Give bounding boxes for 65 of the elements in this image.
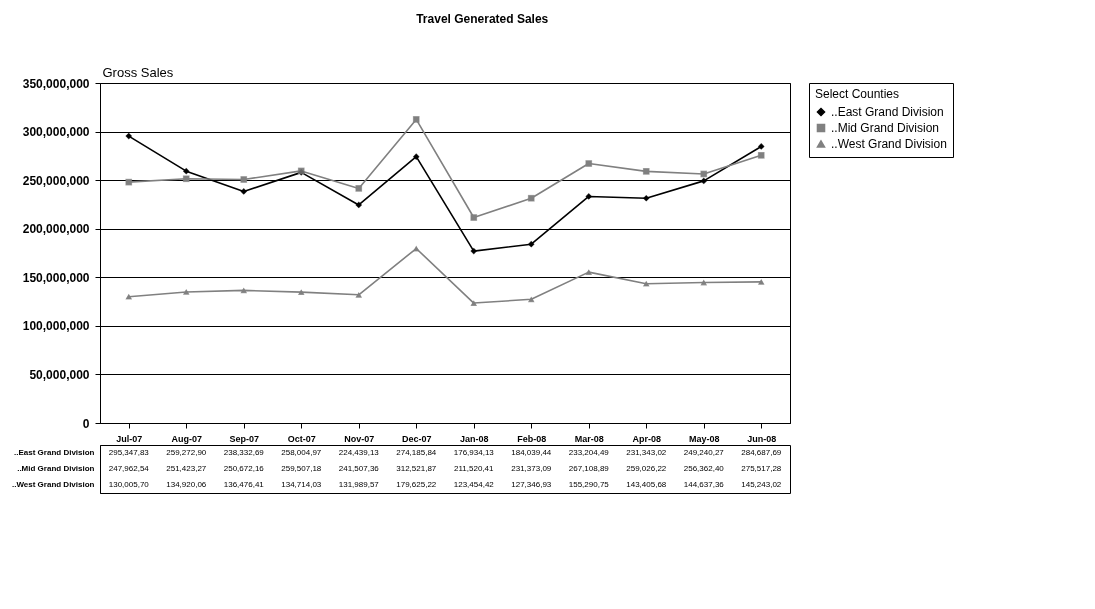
data-label: 233,204,49 [568,448,610,457]
data-label: 127,346,93 [511,480,552,489]
y-tick-label: 350,000,000 [22,76,90,91]
data-label: 241,507,36 [338,464,380,473]
data-label: 259,026,22 [626,464,667,473]
data-label: 274,185,84 [396,448,437,457]
data-label: 275,517,28 [741,464,782,473]
x-tick-label: Feb-08 [517,433,547,444]
text: ..West Grand Division [11,480,95,489]
data-label: 134,714,03 [281,480,322,489]
data-label: 259,272,90 [166,448,207,457]
x-tick-label: Dec-07 [401,433,432,444]
data-label: 184,039,44 [511,448,552,457]
x-tick-label: Sep-07 [229,433,260,444]
x-tick-label: Jun-08 [747,433,777,444]
x-tick-label: Mar-08 [574,433,604,444]
x-tick-label: Nov-07 [344,433,375,444]
data-label: 250,672,16 [223,464,265,473]
x-tick-label: Jan-08 [459,433,489,444]
data-label: 256,362,40 [683,464,725,473]
data-label: 231,343,02 [626,448,667,457]
legend-title: Select Counties [815,87,900,101]
data-label: 251,423,27 [166,464,207,473]
data-label: 134,920,06 [166,480,207,489]
y-axis-title: Gross Sales [102,64,174,80]
x-tick-label: Apr-08 [632,433,662,444]
data-label: 144,637,36 [683,480,725,489]
legend-label: ..Mid Grand Division [831,121,940,135]
data-label: 145,243,02 [741,480,782,489]
data-label: 284,687,69 [741,448,782,457]
chart-title: Travel Generated Sales [416,11,549,26]
x-tick-label: Aug-07 [171,433,203,444]
data-label: 136,476,41 [223,480,265,489]
text: ..East Grand Division [14,448,95,457]
data-label: 123,454,42 [453,480,495,489]
y-tick-label: 250,000,000 [22,173,90,188]
data-label: 249,240,27 [683,448,725,457]
y-tick-label: 50,000,000 [29,367,90,382]
legend-label: ..East Grand Division [831,105,944,119]
data-label: 130,005,70 [108,480,150,489]
data-label: 295,347,83 [108,448,150,457]
data-label: 312,521,87 [396,464,437,473]
data-label: 258,004,97 [281,448,322,457]
data-label: 131,989,57 [338,480,380,489]
data-label: 224,439,13 [338,448,380,457]
x-tick-label: Jul-07 [116,433,143,444]
data-label: 143,405,68 [626,480,667,489]
data-label: 238,332,69 [223,448,265,457]
y-tick-label: 100,000,000 [22,319,90,334]
data-label: 259,507,18 [281,464,322,473]
y-tick-label: 0 [82,416,90,431]
text: ..Mid Grand Division [17,464,95,473]
data-label: 179,625,22 [396,480,437,489]
y-tick-label: 150,000,000 [22,270,90,285]
data-label: 211,520,41 [454,464,495,473]
data-label: 267,108,89 [568,464,610,473]
x-tick-label: May-08 [688,433,720,444]
y-tick-label: 200,000,000 [22,222,90,237]
y-tick-label: 300,000,000 [22,125,90,140]
data-label: 176,934,13 [453,448,495,457]
data-label: 155,290,75 [568,480,610,489]
legend-label: ..West Grand Division [831,137,947,151]
x-tick-label: Oct-07 [287,433,316,444]
data-label: 247,962,54 [108,464,150,473]
data-label: 231,373,09 [511,464,552,473]
